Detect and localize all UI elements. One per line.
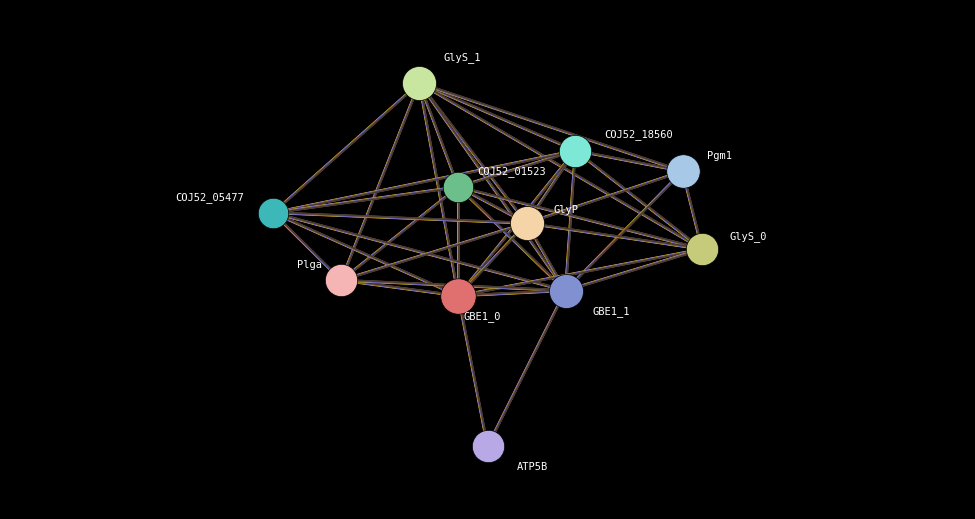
Point (265, 209, 281, 217)
Text: GBE1_1: GBE1_1 (593, 306, 630, 317)
Text: ATP5B: ATP5B (517, 462, 548, 472)
Point (567, 146, 583, 155)
Point (519, 219, 534, 227)
Text: COJ52_01523: COJ52_01523 (478, 166, 547, 177)
Point (333, 276, 349, 284)
Point (694, 245, 710, 253)
Point (480, 442, 495, 450)
Text: GlyS_0: GlyS_0 (729, 230, 766, 242)
Point (450, 292, 466, 300)
Text: COJ52_18560: COJ52_18560 (604, 129, 674, 141)
Text: GBE1_0: GBE1_0 (463, 311, 500, 322)
Point (675, 167, 690, 175)
Text: COJ52_05477: COJ52_05477 (176, 192, 245, 203)
Point (411, 79, 427, 87)
Point (558, 286, 573, 295)
Text: GlyP: GlyP (554, 205, 579, 215)
Text: Pgm1: Pgm1 (707, 151, 732, 161)
Text: Plga: Plga (297, 260, 323, 270)
Point (450, 183, 466, 191)
Text: GlyS_1: GlyS_1 (444, 51, 481, 63)
